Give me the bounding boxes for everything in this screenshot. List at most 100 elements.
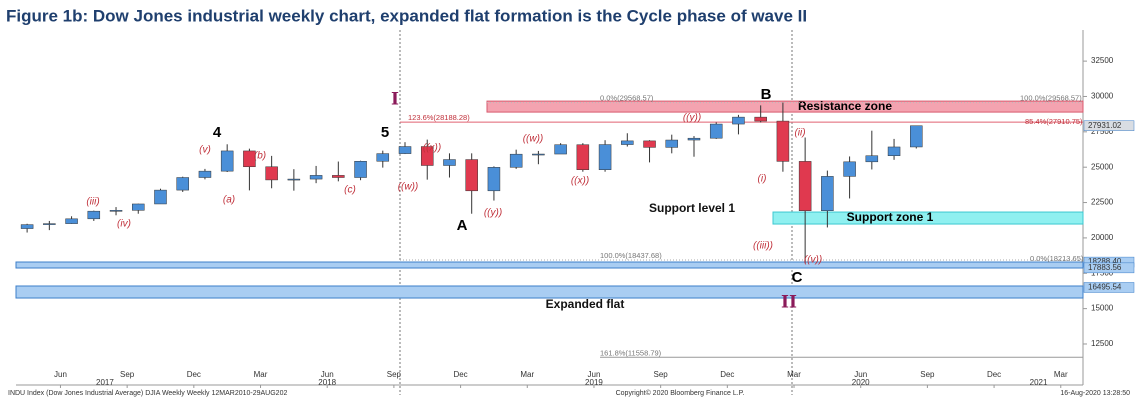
x-tick-label: Jun [854, 370, 867, 379]
candle-body [598, 144, 612, 170]
candle-body [776, 120, 790, 162]
annotation: (iv) [117, 219, 131, 230]
candle-body [354, 161, 367, 178]
year-label: 2019 [585, 378, 603, 387]
annotation: (v) [199, 145, 211, 156]
candle-body [20, 224, 34, 229]
annotation: A [457, 217, 468, 234]
price-tag [1083, 262, 1135, 274]
candle-body [821, 176, 834, 212]
annotation: (a) [223, 195, 235, 206]
annotation: ((w)) [398, 182, 419, 193]
candle-body [309, 175, 323, 180]
zone [15, 261, 1084, 269]
x-tick-label: Jun [54, 370, 67, 379]
candle-body [87, 210, 101, 220]
candle-body [376, 153, 390, 162]
level-label: 100.0%(29568.57) [1020, 94, 1082, 103]
level-label: 0.0%(29568.57) [600, 94, 654, 103]
y-tick-label: 12500 [1091, 339, 1114, 348]
candle-body [709, 123, 723, 139]
candle-body [798, 161, 812, 212]
year-label: 2021 [1030, 378, 1048, 387]
candle-body [332, 175, 345, 178]
y-tick-label: 15000 [1091, 304, 1114, 313]
y-tick-label: 25000 [1091, 162, 1114, 171]
candle-body [65, 218, 78, 224]
candle-body [465, 159, 478, 192]
zone-label: Support zone 1 [847, 210, 934, 224]
candle-body [643, 140, 656, 148]
annotation: (ii) [794, 128, 805, 139]
level-label: 100.0%(18437.68) [600, 251, 662, 260]
x-tick-label: Dec [187, 370, 201, 379]
year-label: 2018 [318, 378, 336, 387]
candle-body [843, 161, 856, 177]
candle-body [132, 203, 145, 211]
price-tag-label: 18288.40 [1088, 257, 1122, 266]
y-tick-label: 30000 [1091, 92, 1114, 101]
candle-body [687, 137, 701, 141]
x-tick-label: Sep [920, 370, 935, 379]
annotation: (c) [344, 185, 356, 196]
y-tick-label: 27500 [1091, 127, 1114, 136]
annotation: ((x)) [423, 143, 441, 154]
zone-label: Resistance zone [798, 99, 892, 113]
candle-body [443, 159, 456, 166]
level-label: 0.0%(18213.65) [1030, 254, 1084, 263]
level-label: 85.4%(27910.75) [1025, 117, 1083, 126]
candle-body [509, 153, 523, 168]
candle-body [109, 210, 123, 212]
candle-body [910, 125, 923, 148]
annotation: B [761, 86, 772, 103]
zone [486, 100, 1084, 113]
candle-body [220, 150, 234, 172]
candle-body [554, 144, 567, 155]
x-tick-label: Sep [387, 370, 402, 379]
y-tick-label: 32500 [1091, 56, 1114, 65]
chart-title: Figure 1b: Dow Jones industrial weekly c… [6, 6, 807, 25]
year-label: 2017 [96, 378, 114, 387]
candle-body [154, 189, 167, 205]
annotation: ((x)) [571, 176, 589, 187]
x-tick-label: Dec [987, 370, 1001, 379]
candle-body [665, 139, 679, 148]
candle-body [532, 153, 545, 156]
candle-body [43, 223, 56, 225]
candle-body [732, 116, 745, 125]
annotation: ((w)) [523, 134, 544, 145]
annotation: (iii) [86, 197, 99, 208]
price-tag-label: 17883.56 [1088, 263, 1122, 272]
price-tag-label: 16495.54 [1088, 283, 1122, 292]
y-tick-label: 22500 [1091, 198, 1114, 207]
x-tick-label: Mar [520, 370, 534, 379]
annotation: (b) [254, 151, 266, 162]
candle-body [487, 167, 501, 192]
annotation: ((y)) [484, 208, 502, 219]
x-tick-label: Sep [120, 370, 135, 379]
y-tick-label: 20000 [1091, 233, 1114, 242]
annotation: Support level 1 [649, 201, 735, 215]
annotation: II [781, 293, 797, 313]
candle-body [420, 146, 434, 166]
footer-left: INDU Index (Dow Jones Industrial Average… [8, 390, 287, 397]
x-tick-label: Mar [1054, 370, 1068, 379]
annotation: ((v)) [804, 255, 822, 266]
candle-body [176, 177, 189, 191]
candle-body [621, 140, 634, 145]
annotation: 4 [213, 124, 222, 141]
zone [15, 285, 1084, 299]
footer-center: Copyright© 2020 Bloomberg Finance L.P. [616, 389, 745, 397]
year-label: 2020 [852, 378, 870, 387]
candle-body [243, 150, 256, 168]
x-tick-label: Jun [588, 370, 601, 379]
footer-right: 16-Aug-2020 13:28:50 [1060, 390, 1130, 397]
price-tag [1083, 120, 1135, 131]
annotation: 5 [381, 124, 389, 141]
x-tick-label: Dec [453, 370, 467, 379]
candle-body [865, 155, 879, 163]
x-tick-label: Jun [321, 370, 334, 379]
annotation: ((y)) [683, 113, 701, 124]
level-label: 161.8%(11558.79) [600, 348, 662, 357]
